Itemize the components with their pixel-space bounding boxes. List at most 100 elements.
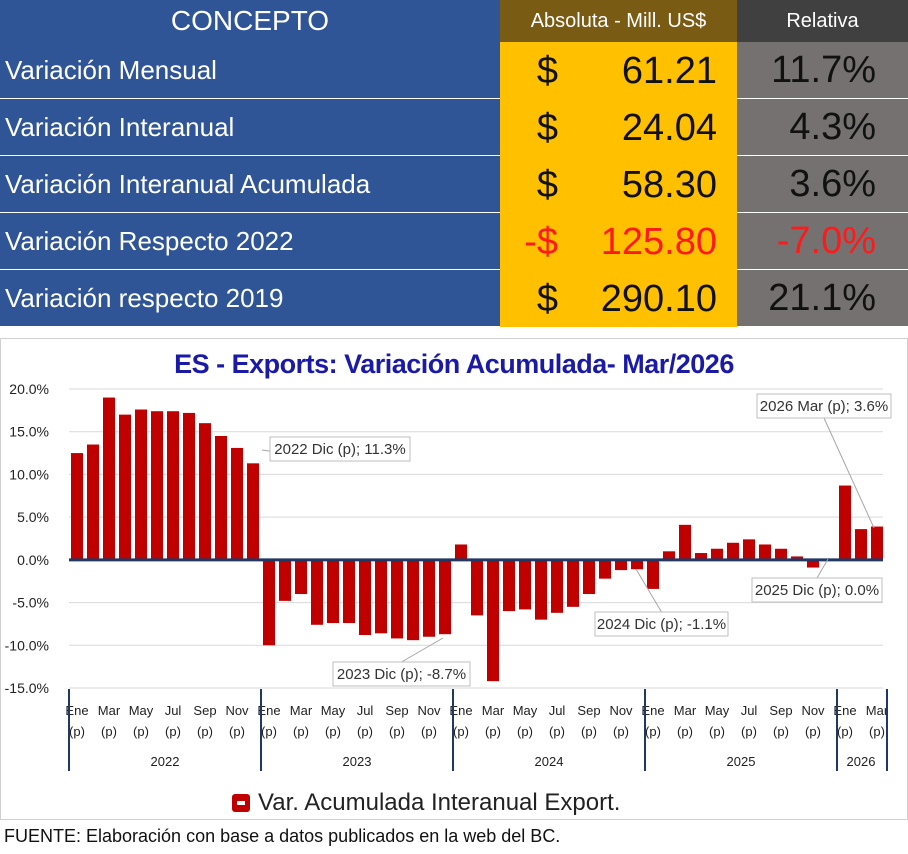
x-tick-sublabel: (p) — [293, 724, 309, 739]
year-label: 2023 — [343, 754, 372, 769]
annotation-box — [332, 661, 471, 687]
absolute-value: 125.80 — [600, 221, 717, 263]
absolute-value: 61.21 — [621, 50, 717, 92]
bar — [87, 444, 99, 560]
annotation-leader — [635, 568, 662, 613]
bar — [647, 559, 659, 589]
bar — [247, 463, 259, 560]
y-tick-label: 20.0% — [9, 381, 49, 397]
row-label: Variación Interanual — [0, 99, 500, 156]
table-row: Variación Interanual $ 24.04 4.3% — [0, 99, 908, 157]
row-absolute: $ 61.21 — [500, 42, 737, 100]
x-tick-sublabel: (p) — [421, 724, 437, 739]
annotation-leader — [401, 637, 444, 663]
bar — [631, 559, 643, 570]
bar — [103, 397, 115, 560]
relative-value: -7.0% — [737, 213, 908, 270]
bar — [439, 559, 451, 635]
bar — [391, 559, 403, 639]
relative-value: 3.6% — [737, 156, 908, 213]
row-absolute: $ 24.04 — [500, 99, 737, 157]
bar — [759, 544, 771, 560]
x-tick-sublabel: (p) — [709, 724, 725, 739]
bar — [151, 411, 163, 560]
x-tick-label: Sep — [385, 703, 408, 718]
year-label: 2024 — [535, 754, 564, 769]
row-absolute: $ 290.10 — [500, 270, 737, 328]
relative-value: 4.3% — [737, 99, 908, 156]
bar — [807, 559, 819, 568]
bar — [279, 559, 291, 601]
bar — [215, 435, 227, 560]
bar — [503, 559, 515, 612]
row-label: Variación Respecto 2022 — [0, 213, 500, 270]
x-tick-sublabel: (p) — [325, 724, 341, 739]
x-tick-label: May — [129, 703, 154, 718]
x-tick-label: Ene — [641, 703, 664, 718]
annotation-box — [751, 577, 883, 603]
x-tick-sublabel: (p) — [741, 724, 757, 739]
bar — [615, 559, 627, 571]
bar — [135, 409, 147, 560]
bar — [663, 551, 675, 560]
y-tick-label: -5.0% — [12, 595, 49, 611]
x-tick-sublabel: (p) — [645, 724, 661, 739]
table-row: Variación Mensual $ 61.21 11.7% — [0, 42, 908, 100]
x-tick-label: May — [321, 703, 346, 718]
bar — [855, 529, 867, 560]
row-label: Variación Interanual Acumulada — [0, 156, 500, 213]
x-tick-label: Nov — [225, 703, 249, 718]
x-tick-sublabel: (p) — [229, 724, 245, 739]
x-tick-sublabel: (p) — [133, 724, 149, 739]
x-tick-sublabel: (p) — [677, 724, 693, 739]
x-tick-sublabel: (p) — [517, 724, 533, 739]
bar — [407, 559, 419, 641]
x-tick-label: Jul — [165, 703, 182, 718]
row-label: Variación respecto 2019 — [0, 270, 500, 327]
absolute-value: 58.30 — [621, 164, 717, 206]
bar — [791, 556, 803, 560]
absolute-value: 24.04 — [621, 107, 717, 149]
annotation-leader — [816, 558, 829, 579]
bar — [599, 559, 611, 579]
x-tick-label: Sep — [193, 703, 216, 718]
bar — [839, 485, 851, 560]
bar — [487, 559, 499, 682]
x-tick-label: Nov — [609, 703, 633, 718]
bar — [295, 559, 307, 595]
row-absolute: $ 58.30 — [500, 156, 737, 214]
year-label: 2025 — [727, 754, 756, 769]
x-tick-label: Sep — [577, 703, 600, 718]
x-tick-label: Jul — [357, 703, 374, 718]
x-tick-label: Ene — [833, 703, 856, 718]
annotation-label: 2026 Mar (p); 3.6% — [760, 398, 888, 415]
bar — [167, 411, 179, 560]
absolute-value: 290.10 — [600, 278, 717, 320]
x-tick-label: Mar — [674, 703, 697, 718]
x-tick-label: Jul — [549, 703, 566, 718]
y-tick-label: 5.0% — [17, 509, 49, 525]
bar — [775, 548, 787, 560]
bar — [311, 559, 323, 625]
currency-symbol: -$ — [524, 221, 558, 263]
row-absolute: -$ 125.80 — [500, 213, 737, 271]
x-tick-sublabel: (p) — [261, 724, 277, 739]
table-row: Variación Respecto 2022 -$ 125.80 -7.0% — [0, 213, 908, 271]
x-tick-sublabel: (p) — [69, 724, 85, 739]
x-tick-sublabel: (p) — [165, 724, 181, 739]
relative-value: 21.1% — [737, 270, 908, 327]
bar — [743, 539, 755, 560]
x-tick-label: Ene — [65, 703, 88, 718]
bar — [471, 559, 483, 616]
bar — [327, 559, 339, 624]
x-tick-label: Mar — [482, 703, 505, 718]
bar — [871, 526, 883, 560]
x-tick-label: Ene — [449, 703, 472, 718]
x-tick-sublabel: (p) — [453, 724, 469, 739]
x-tick-label: Sep — [769, 703, 792, 718]
x-tick-label: May — [705, 703, 730, 718]
x-tick-sublabel: (p) — [389, 724, 405, 739]
bar — [343, 559, 355, 624]
bar — [551, 559, 563, 613]
y-tick-label: 0.0% — [17, 552, 49, 568]
